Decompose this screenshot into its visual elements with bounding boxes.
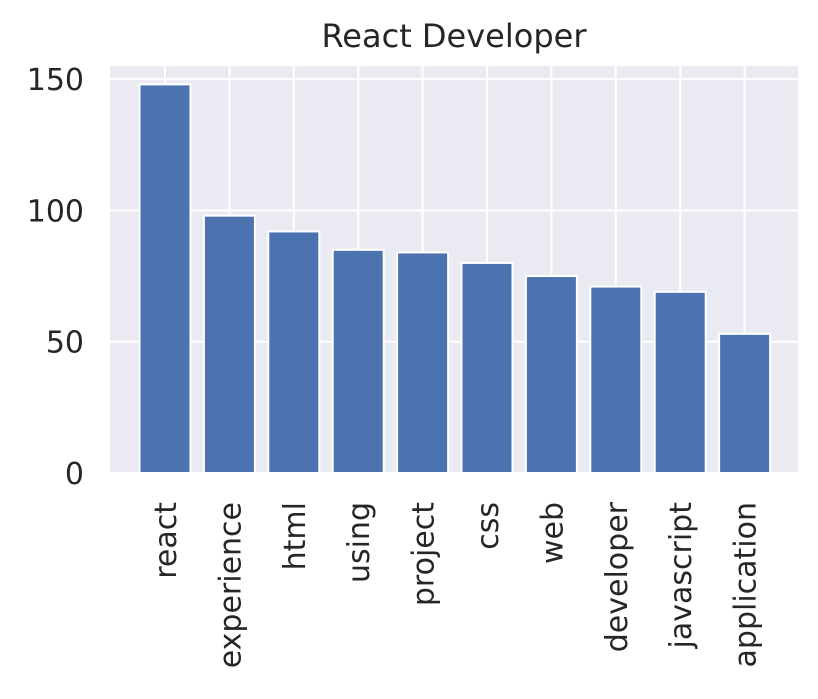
x-tick-label: developer — [600, 501, 635, 652]
bar-using — [331, 248, 385, 474]
x-axis-ticks: react experience html using project css web dev… — [149, 501, 764, 668]
bar-javascript — [653, 290, 707, 475]
bar-application — [718, 332, 772, 474]
bar-project — [396, 251, 450, 474]
bars — [138, 83, 772, 475]
bar-experience — [202, 214, 256, 475]
x-tick-label: project — [407, 502, 442, 606]
bar-developer — [589, 285, 643, 474]
x-tick-label: javascript — [664, 502, 699, 650]
bar-css — [460, 261, 514, 474]
y-axis-ticks: 0 50 100 150 — [27, 63, 84, 492]
x-tick-label: css — [471, 502, 506, 550]
y-tick-label: 100 — [27, 194, 84, 229]
y-tick-label: 150 — [27, 63, 84, 98]
x-tick-label: experience — [213, 502, 248, 668]
x-tick-label: application — [729, 502, 764, 667]
bar-web — [524, 275, 578, 474]
x-tick-label: web — [535, 502, 570, 564]
bar-react — [138, 83, 192, 474]
y-tick-label: 50 — [46, 326, 84, 361]
x-tick-label: html — [278, 502, 313, 570]
bar-html — [267, 230, 321, 474]
x-tick-label: react — [149, 502, 184, 579]
x-tick-label: using — [342, 502, 377, 583]
chart-title: React Developer — [322, 17, 588, 55]
y-tick-label: 0 — [65, 457, 84, 492]
